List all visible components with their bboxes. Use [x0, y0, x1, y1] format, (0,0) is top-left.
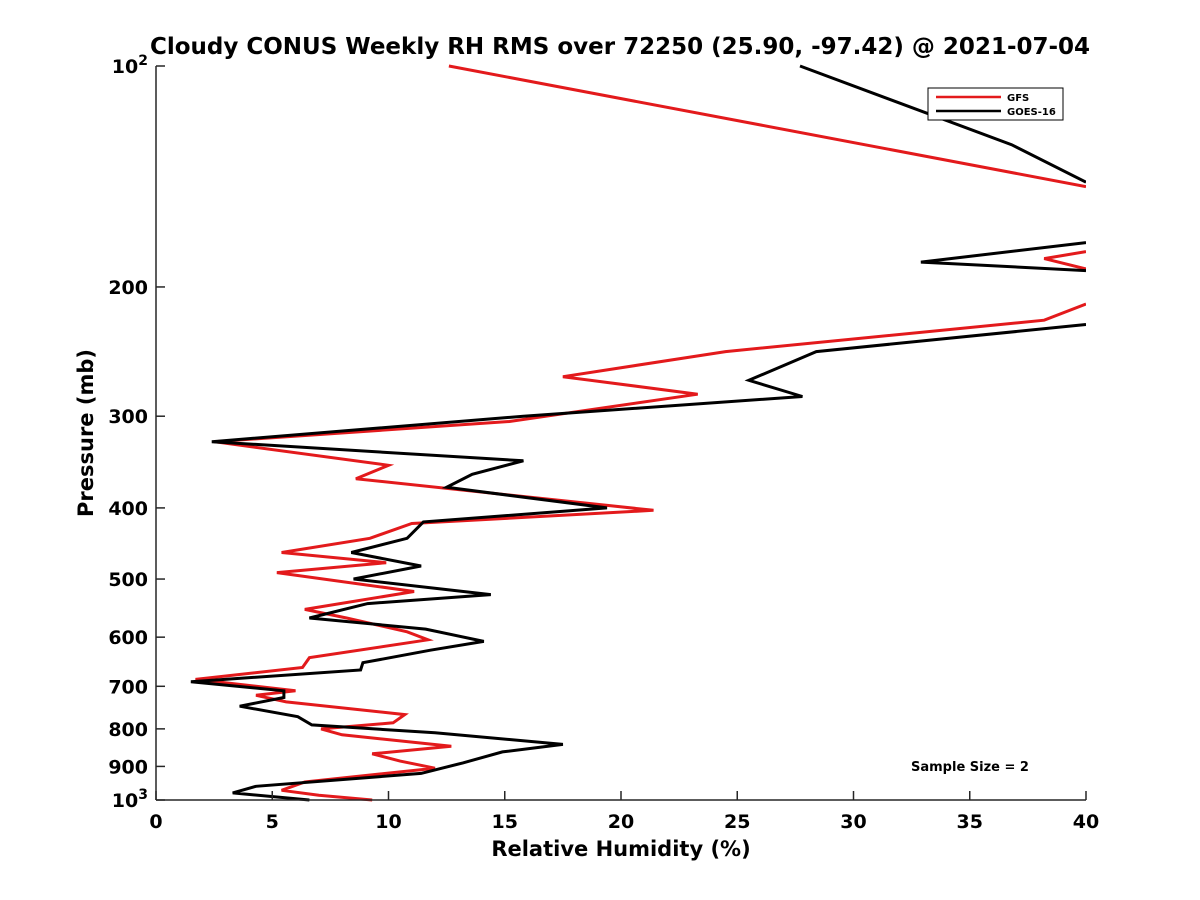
y-tick-group: 102 200 300 400 500 600 700 800 900 103	[108, 53, 165, 812]
y-tick-label: 300	[108, 406, 148, 428]
y-tick-label: 600	[108, 627, 148, 649]
y-tick-label: 500	[108, 569, 148, 591]
x-tick-label: 35	[957, 811, 983, 833]
series-layer	[190, 64, 1086, 802]
y-tick-label: 102	[112, 53, 148, 78]
x-axis-label: Relative Humidity (%)	[491, 837, 750, 861]
x-tick-label: 10	[375, 811, 401, 833]
series-line-goes16	[190, 64, 1086, 802]
y-tick-label: 900	[108, 756, 148, 778]
x-tick-label: 40	[1073, 811, 1099, 833]
x-tick-label: 5	[266, 811, 279, 833]
y-tick-label: 400	[108, 498, 148, 520]
x-tick-label: 30	[840, 811, 866, 833]
legend-label-gfs: GFS	[1007, 93, 1029, 104]
y-axis-label: Pressure (mb)	[74, 349, 98, 517]
legend: GFS GOES-16	[927, 87, 1064, 121]
x-tick-label: 20	[608, 811, 634, 833]
legend-box	[927, 87, 1064, 121]
legend-label-goes16: GOES-16	[1007, 107, 1056, 118]
y-tick-label: 700	[108, 676, 148, 698]
x-tick-label: 25	[724, 811, 750, 833]
y-tick-label: 103	[112, 787, 148, 812]
y-tick-label: 200	[108, 277, 148, 299]
y-tick-label: 800	[108, 719, 148, 741]
series-line-gfs	[195, 64, 1086, 802]
chart-title: Cloudy CONUS Weekly RH RMS over 72250 (2…	[150, 34, 1090, 60]
x-tick-label: 0	[149, 811, 162, 833]
sample-size-annotation: Sample Size = 2	[911, 760, 1029, 775]
x-tick-group: 0 5 10 15 20 25 30 35 40	[149, 791, 1099, 833]
x-tick-label: 15	[492, 811, 518, 833]
